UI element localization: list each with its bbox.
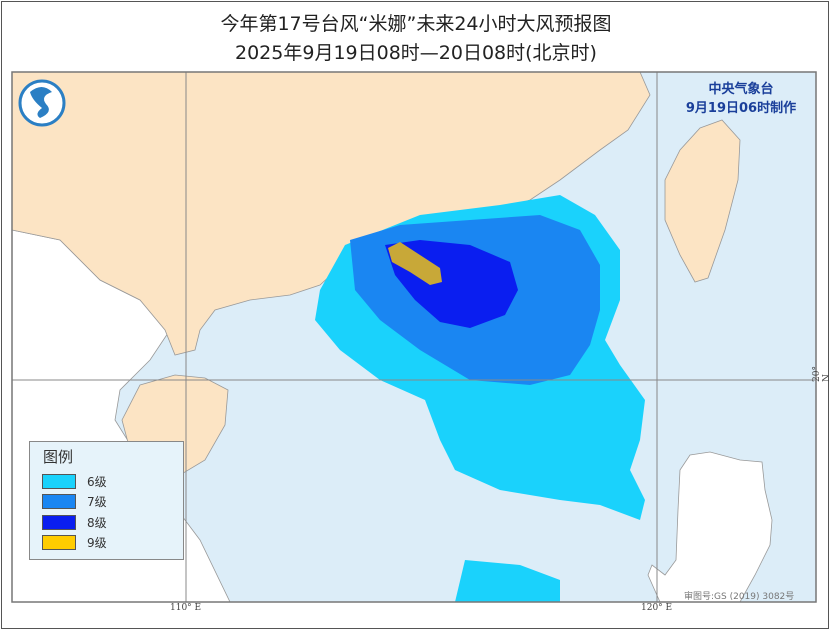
- legend-label: 8级: [87, 515, 107, 530]
- wind-zone-6-south: [455, 560, 560, 602]
- map-subtitle: 2025年9月19日08时—20日08时(北京时): [235, 42, 597, 64]
- legend-item-9: 9级: [42, 534, 107, 550]
- map-title: 今年第17号台风“米娜”未来24小时大风预报图: [220, 13, 612, 35]
- legend-item-7: 7级: [42, 493, 107, 509]
- map-border: [11, 71, 817, 603]
- label-110e: 110° E: [170, 603, 202, 613]
- agency-box: 中央气象台 9月19日06时制作: [668, 80, 814, 118]
- map-approval-number: 审图号:GS (2019) 3082号: [684, 592, 795, 602]
- legend-label: 7级: [87, 494, 107, 509]
- wind-zone-9: [388, 242, 442, 285]
- legend-label: 9级: [87, 535, 107, 550]
- issue-time: 9月19日06时制作: [685, 101, 797, 116]
- legend-swatch: [42, 534, 76, 550]
- luzon-land: [647, 451, 773, 602]
- legend-swatch: [42, 473, 76, 489]
- legend-swatch: [42, 493, 76, 509]
- label-20n: 20° N: [812, 366, 832, 382]
- legend-swatch: [42, 514, 76, 530]
- agency-name: 中央气象台: [708, 82, 774, 97]
- legend-title: 图例: [43, 448, 74, 466]
- label-120e: 120° E: [641, 603, 673, 613]
- legend: 图例 6级 7级 8级 9级: [29, 441, 184, 560]
- legend-item-8: 8级: [42, 514, 107, 530]
- cma-logo-icon: [18, 79, 66, 127]
- taiwan-island: [664, 119, 741, 283]
- legend-item-6: 6级: [42, 473, 107, 489]
- legend-label: 6级: [87, 474, 107, 489]
